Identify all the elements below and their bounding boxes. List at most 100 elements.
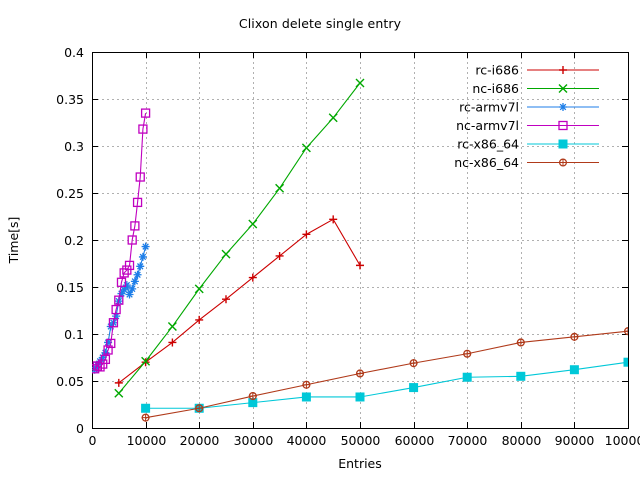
series-rc-i686	[114, 215, 364, 387]
marker-cross	[141, 356, 151, 366]
marker-square-open	[92, 361, 103, 371]
marker-square-open	[103, 345, 113, 355]
marker-square-open	[114, 295, 124, 305]
marker-star	[112, 312, 121, 321]
marker-square-open	[140, 108, 151, 118]
series-nc-armv7l	[92, 108, 151, 374]
marker-circle-cross	[624, 327, 628, 336]
marker-plus	[114, 378, 123, 387]
marker-cross	[301, 143, 311, 153]
series-line	[145, 361, 628, 409]
marker-circle-cross	[409, 359, 418, 368]
marker-square-open	[135, 172, 145, 182]
marker-square-open	[100, 354, 111, 365]
legend-item-rc-armv7l[interactable]: rc-armv7l	[459, 100, 599, 115]
marker-square-open	[132, 197, 143, 208]
marker-square-filled	[301, 392, 311, 402]
marker-square-filled	[409, 383, 419, 393]
y-tick-label: 0.05	[56, 374, 84, 389]
marker-circle-cross	[570, 332, 579, 341]
marker-square-open	[92, 364, 100, 374]
marker-square-open	[558, 120, 568, 131]
y-tick-label: 0.1	[64, 327, 84, 342]
marker-star	[130, 277, 139, 286]
x-tick-label: 80000	[502, 433, 542, 448]
legend-item-nc-armv7l[interactable]: nc-armv7l	[456, 118, 599, 133]
plot-border	[92, 52, 629, 429]
series-nc-i686	[114, 78, 365, 398]
legend-item-rc-i686[interactable]: rc-i686	[475, 63, 599, 78]
marker-cross	[114, 388, 124, 398]
x-tick-label: 90000	[555, 433, 595, 448]
x-tick-label: 50000	[341, 433, 381, 448]
legend-label: nc-x86_64	[454, 155, 519, 170]
marker-square-filled	[569, 365, 579, 375]
marker-cross	[275, 183, 285, 193]
marker-circle-cross	[195, 404, 204, 413]
legend-item-nc-x86_64[interactable]: nc-x86_64	[454, 155, 599, 170]
y-tick-label: 0.25	[56, 186, 84, 201]
marker-circle-cross	[302, 380, 311, 389]
chart-title: Clixon delete single entry	[238, 16, 402, 31]
marker-plus	[302, 230, 311, 239]
marker-star	[133, 270, 142, 279]
marker-star	[122, 281, 131, 290]
x-tick-label: 40000	[287, 433, 327, 448]
marker-plus	[222, 295, 230, 304]
marker-star	[104, 338, 113, 347]
marker-square-open	[106, 338, 116, 349]
y-tick-label: 0.15	[56, 280, 84, 295]
marker-plus	[168, 338, 177, 347]
marker-cross	[328, 113, 338, 123]
marker-star	[141, 242, 150, 251]
y-tick-label: 0.35	[56, 92, 84, 107]
series-nc-x86_64	[141, 327, 628, 422]
x-tick-label: 0	[89, 433, 97, 448]
marker-plus	[329, 215, 338, 224]
series-line	[118, 218, 361, 384]
marker-plus	[356, 261, 364, 270]
marker-star	[125, 290, 134, 299]
marker-square-open	[138, 124, 148, 134]
marker-square-open	[116, 277, 127, 287]
y-axis-title: Time[s]	[6, 217, 21, 265]
series-rc-x86_64	[141, 357, 628, 413]
marker-square-open	[130, 221, 140, 231]
legend-label: rc-x86_64	[457, 137, 519, 152]
marker-square-open	[124, 260, 135, 271]
marker-star	[98, 353, 107, 362]
marker-square-open	[127, 235, 137, 245]
x-tick-label: 30000	[234, 433, 274, 448]
marker-star	[559, 103, 567, 111]
marker-star	[136, 262, 145, 271]
marker-square-filled	[623, 357, 628, 367]
legend-item-rc-x86_64[interactable]: rc-x86_64	[457, 137, 599, 152]
series-line	[145, 330, 628, 419]
x-tick-label: 20000	[180, 433, 220, 448]
y-tick-label: 0.2	[64, 233, 84, 248]
marker-square-open	[122, 265, 132, 275]
x-tick-label: 70000	[448, 433, 488, 448]
marker-plus	[275, 251, 284, 260]
marker-circle-cross	[141, 413, 150, 422]
legend-item-nc-i686[interactable]: nc-i686	[472, 81, 599, 96]
y-tick-label: 0.3	[64, 139, 84, 154]
marker-star	[101, 348, 110, 357]
marker-plus	[559, 66, 567, 74]
marker-square-filled	[462, 372, 472, 382]
marker-star	[117, 289, 126, 298]
legend-label: nc-armv7l	[456, 118, 519, 133]
marker-plus	[195, 315, 204, 324]
marker-cross	[221, 249, 231, 259]
marker-square-open	[98, 359, 108, 369]
marker-circle-cross	[516, 338, 525, 347]
marker-cross	[558, 84, 568, 93]
marker-star	[138, 252, 147, 261]
marker-circle-cross	[356, 369, 364, 378]
marker-cross	[167, 321, 177, 331]
marker-square-filled	[558, 139, 568, 149]
x-tick-label: 10000	[127, 433, 167, 448]
marker-star	[120, 285, 129, 294]
